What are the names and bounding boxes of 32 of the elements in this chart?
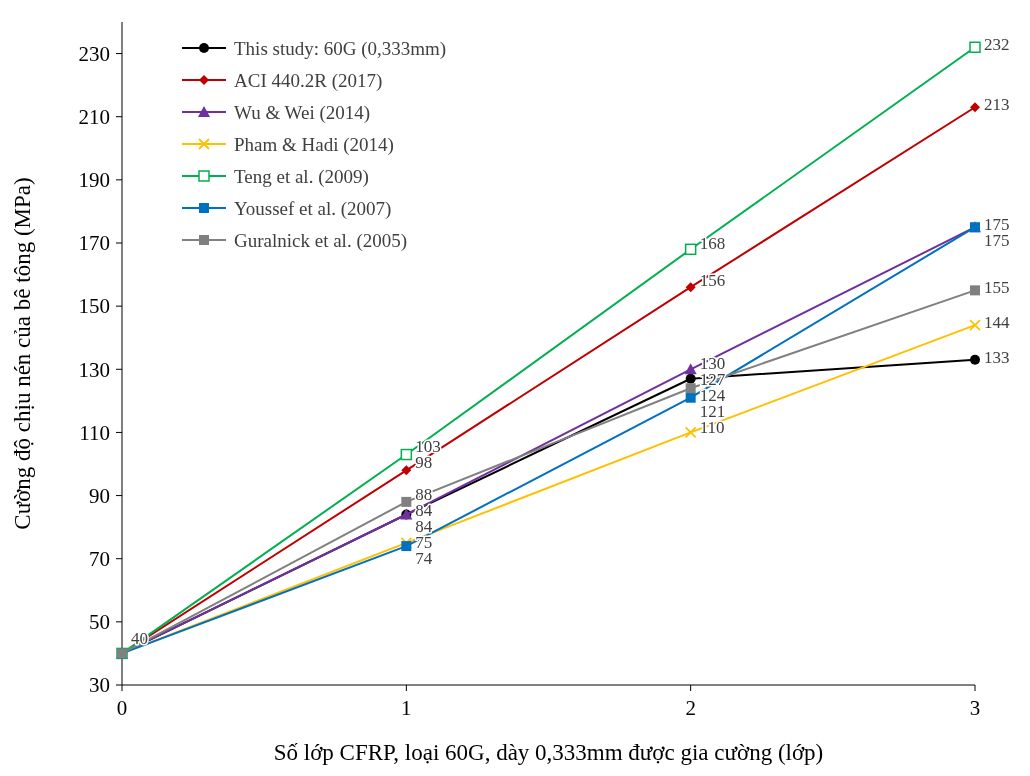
data-label: 156 xyxy=(699,271,726,291)
data-label: 144 xyxy=(984,312,1010,332)
y-tick-label: 110 xyxy=(79,420,110,445)
data-label: 155 xyxy=(984,278,1010,298)
legend-label: Pham & Hadi (2014) xyxy=(234,133,394,156)
legend-label: Teng et al. (2009) xyxy=(234,165,369,188)
y-tick-label: 210 xyxy=(78,105,110,130)
data-label: 213 xyxy=(984,94,1010,114)
data-label: 168 xyxy=(699,233,726,253)
data-label: 133 xyxy=(984,347,1010,367)
x-axis-title: Số lớp CFRP, loại 60G, dày 0,333mm được gia cường (lớp) xyxy=(273,740,824,765)
y-axis-title: Cường độ chịu nén của bê tông (MPa) xyxy=(10,177,35,530)
y-tick-label: 190 xyxy=(78,168,110,193)
x-tick-label: 1 xyxy=(401,696,412,720)
legend-label: ACI 440.2R (2017) xyxy=(234,69,383,92)
legend-label: Wu & Wei (2014) xyxy=(234,101,371,124)
data-label: 232 xyxy=(984,34,1010,54)
y-tick-label: 170 xyxy=(78,231,110,256)
legend-label: Youssef et al. (2007) xyxy=(234,197,392,220)
y-tick-label: 50 xyxy=(89,610,110,635)
y-tick-label: 30 xyxy=(89,673,110,698)
legend-label: Guralnick et al. (2005) xyxy=(234,229,408,252)
x-tick-label: 0 xyxy=(116,696,128,720)
x-tick-label: 3 xyxy=(969,696,981,720)
y-tick-label: 90 xyxy=(89,483,110,508)
legend-label: This study: 60G (0,333mm) xyxy=(234,37,447,60)
y-tick-label: 70 xyxy=(89,547,110,572)
y-tick-label: 130 xyxy=(78,357,110,382)
x-tick-label: 2 xyxy=(685,696,696,720)
y-tick-label: 150 xyxy=(78,294,110,319)
y-tick-label: 230 xyxy=(78,41,110,66)
data-label: 98 xyxy=(415,453,433,473)
